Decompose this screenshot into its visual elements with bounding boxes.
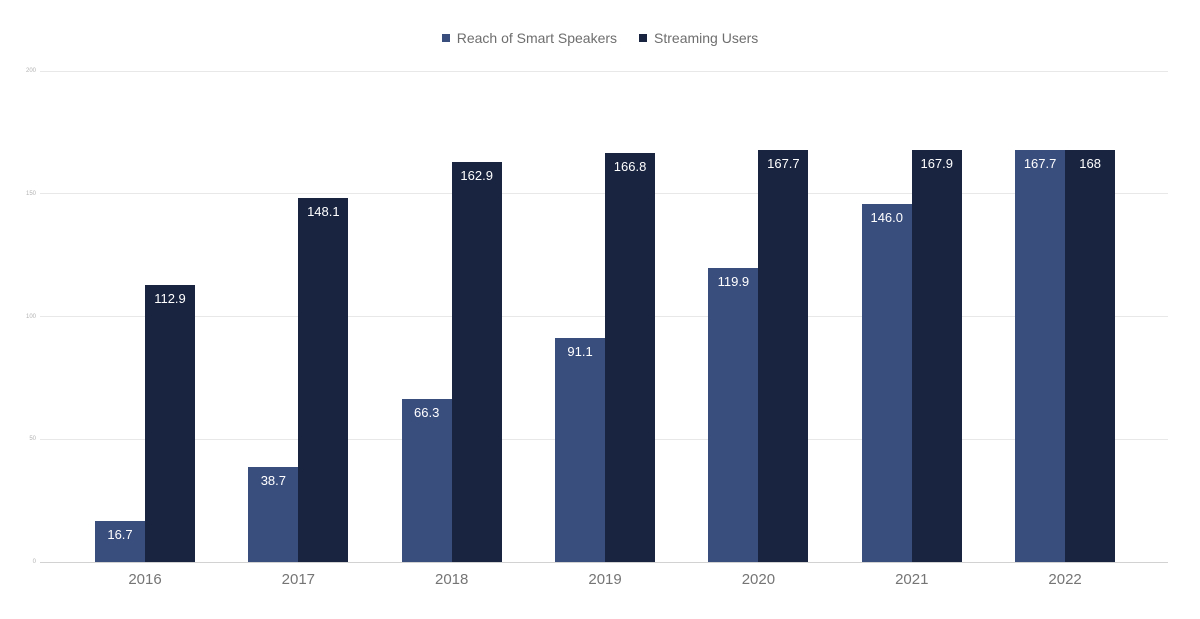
legend-item-streaming-users[interactable]: Streaming Users — [639, 30, 758, 46]
legend-label-reach-of-smart-speakers: Reach of Smart Speakers — [456, 30, 618, 46]
gridline-y-200 — [40, 70, 1168, 72]
y-axis-tick-label: 50 — [29, 436, 36, 443]
bar-value-label: 91.1 — [567, 344, 593, 360]
bar-value-label: 167.7 — [1023, 156, 1057, 172]
bar-value-label: 168 — [1079, 155, 1101, 171]
x-axis-tick-label-2017: 2017 — [281, 571, 316, 588]
gridline-y-100 — [40, 316, 1168, 317]
bar-streaming-users-2016[interactable]: 112.9 — [145, 284, 195, 562]
bar-value-label: 146.0 — [870, 209, 904, 225]
chart-legend: Reach of Smart Speakers Streaming Users — [0, 30, 1200, 46]
bar-reach-of-smart-speakers-2018[interactable]: 66.3 — [401, 399, 452, 562]
y-axis-tick-label: 0 — [32, 559, 36, 565]
bar-streaming-users-2022[interactable]: 168 — [1065, 149, 1116, 562]
bar-value-label: 148.1 — [307, 204, 340, 220]
bar-streaming-users-2018[interactable]: 162.9 — [451, 162, 502, 562]
bar-streaming-users-2019[interactable]: 166.8 — [605, 152, 656, 562]
bar-value-label: 167.7 — [767, 156, 800, 172]
bar-value-label: 112.9 — [154, 290, 186, 306]
bar-value-label: 16.7 — [107, 527, 133, 542]
bar-value-label: 66.3 — [414, 405, 440, 421]
bar-value-label: 166.8 — [613, 158, 647, 174]
bar-value-label: 162.9 — [460, 168, 493, 184]
y-axis-tick-label: 200 — [25, 68, 36, 74]
bar-reach-of-smart-speakers-2021[interactable]: 146.0 — [861, 203, 912, 562]
x-axis-tick-label-2021: 2021 — [895, 571, 929, 588]
bar-value-label: 119.9 — [717, 273, 750, 289]
bar-value-label: 38.7 — [260, 472, 286, 488]
x-axis-tick-label-2022: 2022 — [1048, 571, 1082, 588]
bar-reach-of-smart-speakers-2022[interactable]: 167.7 — [1015, 150, 1066, 562]
x-axis-tick-label-2016: 2016 — [128, 571, 162, 588]
x-axis-baseline — [40, 561, 1168, 563]
bar-reach-of-smart-speakers-2019[interactable]: 91.1 — [555, 338, 606, 562]
bar-streaming-users-2021[interactable]: 167.9 — [911, 149, 962, 562]
legend-label-streaming-users: Streaming Users — [654, 30, 759, 46]
legend-marker-icon — [639, 34, 648, 42]
y-axis-tick-label: 100 — [25, 313, 36, 320]
x-axis-tick-label-2020: 2020 — [741, 571, 776, 588]
x-axis-tick-label-2019: 2019 — [588, 571, 622, 588]
bar-value-label: 167.9 — [920, 155, 954, 171]
y-axis-tick-label: 150 — [25, 190, 36, 197]
legend-item-reach-of-smart-speakers[interactable]: Reach of Smart Speakers — [441, 30, 618, 46]
bar-reach-of-smart-speakers-2020[interactable]: 119.9 — [708, 267, 759, 562]
legend-marker-icon — [441, 34, 450, 42]
gridline-y-150 — [40, 193, 1168, 195]
bar-streaming-users-2020[interactable]: 167.7 — [758, 150, 809, 562]
x-axis-tick-label-2018: 2018 — [435, 571, 469, 588]
bar-streaming-users-2017[interactable]: 148.1 — [298, 198, 349, 562]
bar-reach-of-smart-speakers-2016[interactable]: 16.7 — [95, 521, 145, 562]
bar-reach-of-smart-speakers-2017[interactable]: 38.7 — [248, 466, 299, 562]
